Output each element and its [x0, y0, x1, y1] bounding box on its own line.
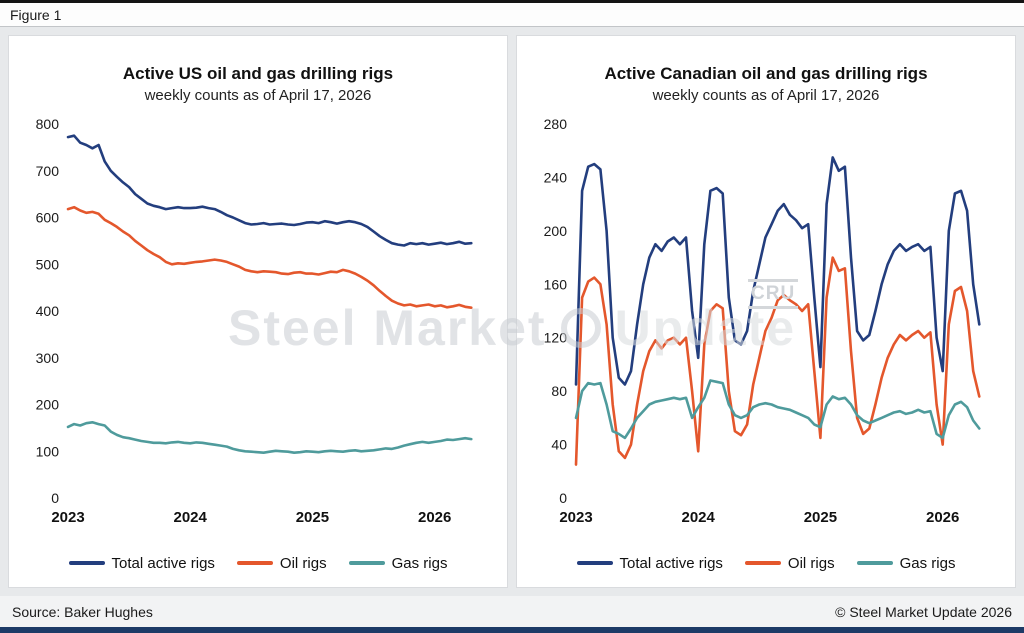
canada-chart-legend: Total active rigs Oil rigs Gas rigs: [576, 545, 956, 581]
svg-text:800: 800: [36, 116, 60, 132]
svg-text:2023: 2023: [51, 509, 84, 526]
svg-text:2026: 2026: [926, 509, 959, 526]
legend-item-gas: Gas rigs: [348, 554, 448, 572]
gas-rigs-swatch: [348, 561, 385, 565]
svg-text:300: 300: [36, 350, 60, 366]
svg-text:2026: 2026: [418, 509, 451, 526]
us-chart-title: Active US oil and gas drilling rigs: [122, 64, 394, 83]
svg-text:2025: 2025: [296, 509, 329, 526]
svg-text:240: 240: [544, 169, 568, 185]
svg-text:2025: 2025: [804, 509, 837, 526]
svg-text:80: 80: [551, 383, 567, 399]
us-chart-plot: 0 100 200 300 400 500 600 700 800 2023 2024 2025 202…: [36, 116, 473, 526]
legend-item-gas: Gas rigs: [856, 554, 956, 572]
total-rigs-swatch: [576, 561, 613, 565]
legend-item-oil: Oil rigs: [236, 554, 327, 572]
svg-text:2024: 2024: [682, 509, 716, 526]
svg-text:160: 160: [544, 276, 568, 292]
svg-text:100: 100: [36, 443, 60, 459]
svg-text:120: 120: [544, 330, 568, 346]
svg-text:700: 700: [36, 163, 60, 179]
svg-text:280: 280: [544, 116, 568, 132]
canada-chart-plot: 0 40 80 120 160 200 240 280 2023 2024 2025 2026: [544, 116, 981, 526]
canada-chart-panel: Active Canadian oil and gas drilling rig…: [516, 35, 1016, 588]
svg-text:2023: 2023: [559, 509, 592, 526]
canada-chart-subtitle: weekly counts as of April 17, 2026: [652, 87, 880, 104]
us-chart-subtitle: weekly counts as of April 17, 2026: [144, 87, 372, 104]
legend-label-gas: Gas rigs: [899, 554, 956, 572]
copyright-note: © Steel Market Update 2026: [835, 603, 1012, 620]
legend-label-total: Total active rigs: [619, 554, 723, 572]
svg-text:0: 0: [51, 490, 59, 506]
oil-rigs-swatch: [744, 561, 781, 565]
svg-text:600: 600: [36, 210, 60, 226]
us-chart-panel: Active US oil and gas drilling rigs week…: [8, 35, 508, 588]
source-note: Source: Baker Hughes: [12, 603, 153, 620]
svg-text:2024: 2024: [174, 509, 208, 526]
canada-chart-title: Active Canadian oil and gas drilling rig…: [604, 64, 928, 83]
svg-text:200: 200: [36, 397, 60, 413]
legend-label-oil: Oil rigs: [787, 554, 835, 572]
oil-rigs-swatch: [236, 561, 273, 565]
us-chart-legend: Total active rigs Oil rigs Gas rigs: [68, 545, 448, 581]
svg-text:200: 200: [544, 223, 568, 239]
legend-item-total: Total active rigs: [576, 554, 723, 572]
figure-label: Figure 1: [10, 6, 62, 23]
svg-text:400: 400: [36, 303, 60, 319]
legend-label-oil: Oil rigs: [279, 554, 327, 572]
legend-item-oil: Oil rigs: [744, 554, 835, 572]
legend-item-total: Total active rigs: [68, 554, 215, 572]
footer-bar: Source: Baker Hughes © Steel Market Upda…: [0, 596, 1024, 633]
svg-text:40: 40: [551, 437, 567, 453]
total-rigs-swatch: [68, 561, 105, 565]
svg-text:0: 0: [559, 490, 567, 506]
figure-header: Figure 1: [0, 0, 1024, 27]
charts-area: Active US oil and gas drilling rigs week…: [0, 27, 1024, 596]
gas-rigs-swatch: [856, 561, 893, 565]
svg-text:500: 500: [36, 256, 60, 272]
legend-label-total: Total active rigs: [111, 554, 215, 572]
legend-label-gas: Gas rigs: [391, 554, 448, 572]
